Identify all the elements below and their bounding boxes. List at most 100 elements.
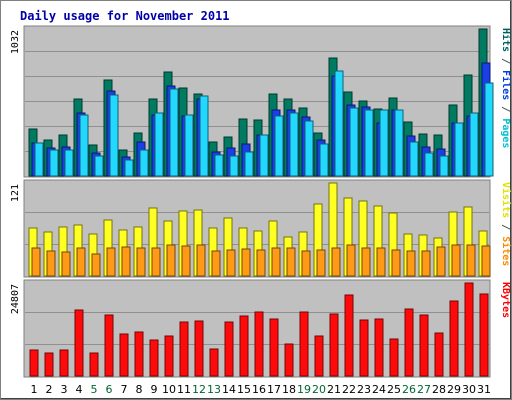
legend-part: /: [500, 52, 511, 70]
x-label-day-14: 14: [222, 383, 236, 396]
bar-pages-day-18: [289, 112, 299, 177]
bar-pages-day-8: [139, 149, 149, 177]
x-label-day-2: 2: [46, 383, 53, 396]
bar-pages-day-20: [319, 143, 329, 177]
bar-sites-day-11: [181, 245, 191, 277]
bar-sites-day-21: [331, 247, 341, 277]
bar-sites-day-14: [226, 249, 236, 277]
bar-pages-day-23: [364, 109, 374, 177]
x-label-day-5: 5: [91, 383, 98, 396]
bar-kbytes-day-24: [374, 318, 384, 377]
x-label-day-9: 9: [151, 383, 158, 396]
series-legend-labels: Hits / Files / Pages Visits / Sites KBytes: [500, 28, 512, 318]
x-label-day-30: 30: [462, 383, 476, 396]
legend-part: Sites: [500, 236, 512, 266]
bar-kbytes-day-31: [479, 293, 489, 377]
bar-sites-day-17: [271, 247, 281, 277]
bar-sites-day-3: [61, 251, 71, 277]
bar-kbytes-day-9: [149, 339, 159, 377]
legend-part: Files: [500, 70, 512, 100]
bar-kbytes-day-28: [434, 332, 444, 377]
x-label-day-24: 24: [372, 383, 386, 396]
bar-kbytes-day-8: [134, 331, 144, 377]
bar-kbytes-day-19: [299, 311, 309, 377]
bar-sites-day-4: [76, 247, 86, 277]
bar-pages-day-24: [379, 109, 389, 177]
legend-label-hits-files-pages: Hits / Files / Pages: [500, 28, 512, 148]
bar-kbytes-day-5: [89, 352, 99, 377]
legend-part: Hits: [500, 28, 512, 52]
bar-kbytes-day-30: [464, 282, 474, 377]
bar-pages-day-17: [274, 115, 284, 177]
bar-pages-day-2: [49, 149, 59, 177]
bar-sites-day-31: [481, 245, 491, 277]
bar-kbytes-day-29: [449, 300, 459, 377]
bar-sites-day-27: [421, 250, 431, 277]
bar-sites-day-1: [31, 247, 41, 277]
x-label-day-4: 4: [76, 383, 83, 396]
bars-layer: [25, 28, 494, 377]
bar-pages-day-1: [34, 142, 44, 177]
x-label-day-23: 23: [357, 383, 371, 396]
bar-sites-day-26: [406, 250, 416, 277]
y-max-label-hits-files-pages: 1032: [10, 30, 21, 54]
bar-sites-day-16: [256, 249, 266, 277]
x-label-day-21: 21: [327, 383, 341, 396]
x-day-labels: 1 2 3 4 5 6 7 8 9 10 11 12 13 14 15 16 17 18 19 20 21 22 23 24 2…: [31, 383, 492, 396]
bar-kbytes-day-14: [224, 321, 234, 377]
legend-part: /: [500, 100, 511, 118]
bar-kbytes-day-1: [29, 349, 39, 377]
legend-part: KBytes: [500, 282, 511, 318]
bar-kbytes-day-11: [179, 321, 189, 377]
bar-pages-day-29: [454, 122, 464, 177]
legend-part: /: [500, 218, 511, 236]
x-label-day-29: 29: [447, 383, 461, 396]
bar-kbytes-day-10: [164, 335, 174, 377]
x-label-day-12: 12: [192, 383, 206, 396]
x-label-day-31: 31: [477, 383, 491, 396]
bar-kbytes-day-21: [329, 313, 339, 377]
bar-sites-day-24: [376, 247, 386, 277]
bar-sites-day-20: [316, 249, 326, 277]
x-label-day-26: 26: [402, 383, 416, 396]
x-label-day-13: 13: [207, 383, 221, 396]
x-label-day-7: 7: [121, 383, 128, 396]
bar-pages-day-25: [394, 109, 404, 177]
bar-sites-day-23: [361, 247, 371, 277]
bar-pages-day-14: [229, 155, 239, 177]
x-label-day-27: 27: [417, 383, 431, 396]
bar-sites-day-30: [466, 244, 476, 277]
legend-part: Pages: [500, 118, 511, 148]
x-label-day-16: 16: [252, 383, 266, 396]
bar-kbytes-day-17: [269, 318, 279, 377]
bar-sites-day-12: [196, 244, 206, 277]
bar-kbytes-day-6: [104, 314, 114, 377]
bar-pages-day-3: [64, 149, 74, 177]
bar-sites-day-19: [301, 250, 311, 277]
x-label-day-6: 6: [106, 383, 113, 396]
bar-sites-day-10: [166, 244, 176, 277]
x-label-day-19: 19: [297, 383, 311, 396]
bar-pages-day-6: [109, 94, 119, 177]
bar-kbytes-day-20: [314, 335, 324, 377]
bar-pages-day-15: [244, 151, 254, 177]
y-max-label-visits-sites: 121: [10, 184, 21, 202]
bar-pages-day-5: [94, 155, 104, 177]
legend-part: Visits: [500, 182, 512, 218]
bar-pages-day-30: [469, 112, 479, 177]
bar-sites-day-13: [211, 250, 221, 277]
bar-sites-day-2: [46, 250, 56, 277]
x-label-day-15: 15: [237, 383, 251, 396]
x-label-day-22: 22: [342, 383, 356, 396]
bar-kbytes-day-12: [194, 320, 204, 377]
bar-kbytes-day-2: [44, 352, 54, 377]
bar-sites-day-22: [346, 244, 356, 277]
x-label-day-1: 1: [31, 383, 38, 396]
bar-kbytes-day-4: [74, 309, 84, 377]
bar-kbytes-day-16: [254, 311, 264, 377]
bar-sites-day-5: [91, 253, 101, 277]
bar-kbytes-day-22: [344, 294, 354, 377]
bar-sites-day-8: [136, 247, 146, 277]
y-max-label-kbytes: 24807: [10, 284, 21, 314]
bar-pages-day-10: [169, 88, 179, 177]
